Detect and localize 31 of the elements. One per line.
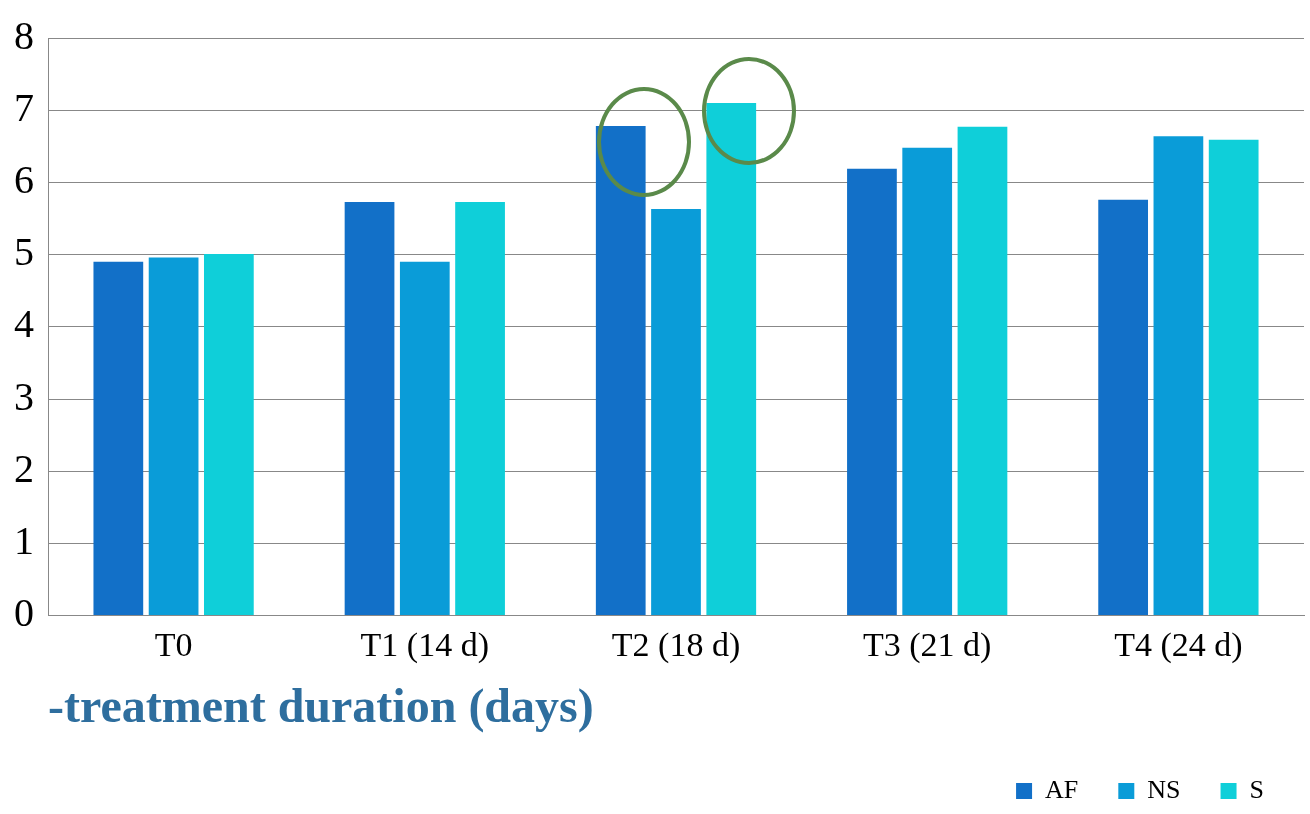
- legend-label: S: [1249, 774, 1265, 804]
- y-tick-label: 2: [14, 445, 34, 491]
- y-tick-label: 1: [14, 517, 34, 563]
- bar: [148, 257, 199, 616]
- y-tick-label: 3: [14, 373, 34, 419]
- bar: [902, 147, 953, 616]
- y-tick-label: 7: [14, 84, 34, 130]
- bar: [1153, 136, 1204, 616]
- y-tick-label: 4: [14, 301, 34, 347]
- x-tick-label: T0: [154, 625, 193, 663]
- x-axis-title: -treatment duration (days): [48, 678, 594, 733]
- bar: [344, 201, 395, 616]
- x-tick-label: T3 (21 d): [862, 625, 992, 664]
- x-tick-label: T2 (18 d): [611, 625, 741, 664]
- legend-label: AF: [1045, 774, 1079, 804]
- x-tick-label: T4 (24 d): [1114, 625, 1243, 664]
- bar: [847, 168, 897, 616]
- bar: [455, 201, 505, 616]
- x-tick-label: T1 (14 d): [360, 625, 490, 664]
- y-tick-label: 8: [14, 12, 34, 58]
- y-tick-label: 5: [14, 229, 34, 275]
- bar: [957, 126, 1008, 616]
- bar: [93, 261, 144, 616]
- legend-label: NS: [1147, 774, 1181, 804]
- bar: [1098, 199, 1149, 616]
- bar: [399, 261, 450, 616]
- bar: [1208, 139, 1259, 616]
- y-tick-label: 6: [14, 156, 34, 202]
- bar: [204, 253, 254, 616]
- bar: [651, 209, 701, 616]
- y-tick-label: 0: [14, 590, 34, 636]
